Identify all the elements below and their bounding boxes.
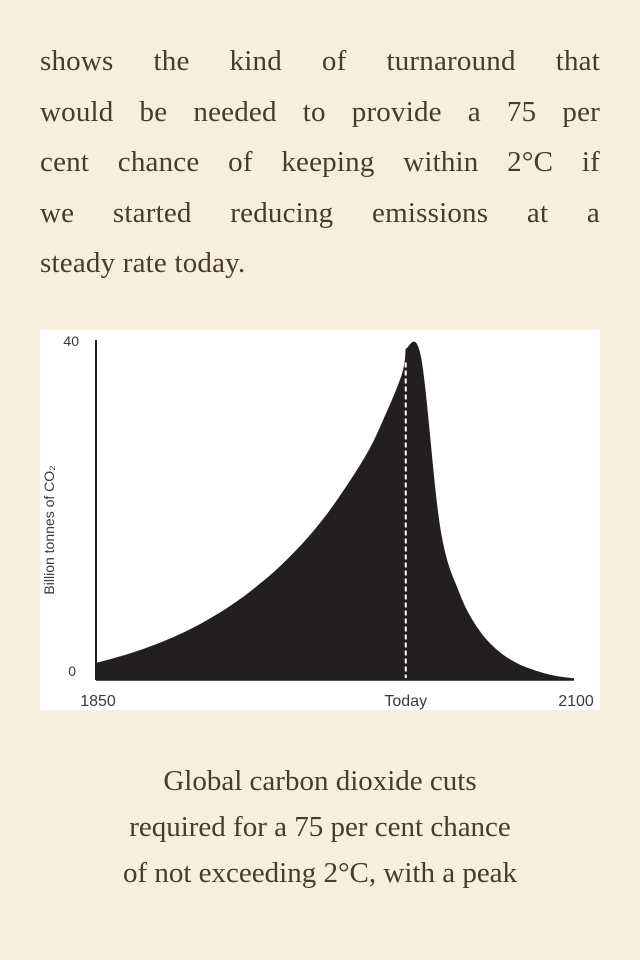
x-tick-label: 1850	[80, 693, 116, 710]
figure-caption: Global carbon dioxide cuts required for …	[40, 758, 600, 896]
y-tick-label: 0	[68, 663, 76, 679]
caption-line: Global carbon dioxide cuts	[163, 765, 477, 797]
body-paragraph: shows the kind of turnaround that would …	[40, 36, 600, 289]
paragraph-line: we started reducing emissions at a	[40, 196, 600, 229]
x-tick-label: Today	[384, 693, 427, 710]
emissions-area	[96, 341, 574, 680]
emissions-chart: 0 40 1850 Today 2100 Billion tonnes of CO₂	[40, 330, 600, 710]
y-tick-label: 40	[63, 333, 79, 349]
paragraph-line: shows the kind of turnaround that	[40, 45, 600, 77]
caption-line: required for a 75 per cent chance	[129, 811, 511, 843]
x-tick-label: 2100	[558, 693, 594, 710]
paragraph-line: would be needed to provide a 75 per	[40, 95, 600, 128]
paragraph-line: steady rate today.	[40, 247, 246, 279]
caption-line: of not exceeding 2°C, with a peak	[122, 857, 518, 889]
paragraph-line: cent chance of keeping within 2°C if	[40, 146, 600, 178]
y-axis-label: Billion tonnes of CO₂	[41, 465, 57, 594]
chart-canvas: 0 40 1850 Today 2100 Billion tonnes of CO₂	[41, 333, 594, 710]
